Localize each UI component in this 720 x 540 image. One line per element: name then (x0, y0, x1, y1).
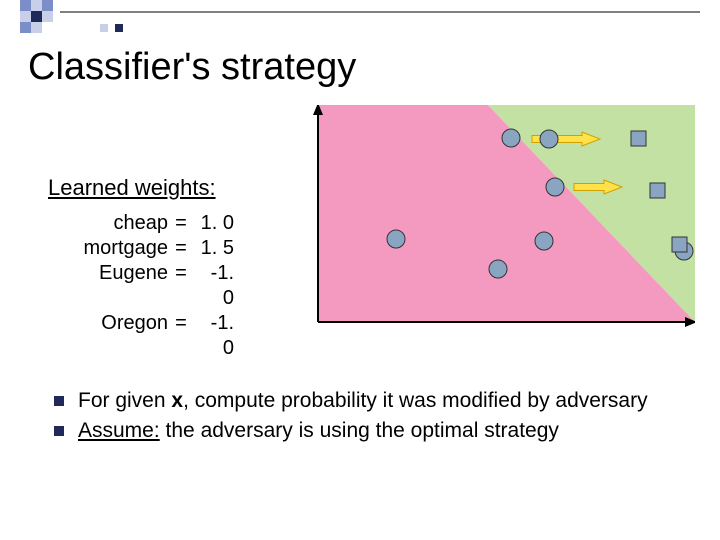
weight-value: -1. 0 (194, 311, 234, 361)
bullet-item: Assume: the adversary is using the optim… (54, 418, 674, 444)
weight-equals: = (168, 261, 194, 311)
bullet-item: For given x, compute probability it was … (54, 388, 674, 414)
weight-label: Eugene (48, 261, 168, 311)
bullet-marker-icon (54, 426, 64, 436)
weight-value: 1. 0 (194, 211, 234, 236)
weight-row: mortgage=1. 5 (48, 236, 298, 261)
bullet-text: Assume: the adversary is using the optim… (78, 418, 559, 444)
learned-weights-block: Learned weights: cheap=1. 0mortgage=1. 5… (48, 175, 298, 361)
classifier-chart (300, 105, 695, 340)
slide-header-decoration (0, 0, 720, 40)
weight-equals: = (168, 236, 194, 261)
weight-label: cheap (48, 211, 168, 236)
weight-equals: = (168, 311, 194, 361)
weight-row: Oregon=-1. 0 (48, 311, 298, 361)
weight-value: -1. 0 (194, 261, 234, 311)
weight-value: 1. 5 (194, 236, 234, 261)
weight-label: mortgage (48, 236, 168, 261)
bullet-text: For given x, compute probability it was … (78, 388, 648, 414)
learned-weights-heading: Learned weights: (48, 175, 298, 201)
slide-title: Classifier's strategy (28, 46, 356, 89)
weight-label: Oregon (48, 311, 168, 361)
weight-row: Eugene=-1. 0 (48, 261, 298, 311)
bullet-marker-icon (54, 396, 64, 406)
bullet-list: For given x, compute probability it was … (54, 388, 674, 449)
weight-equals: = (168, 211, 194, 236)
weight-row: cheap=1. 0 (48, 211, 298, 236)
